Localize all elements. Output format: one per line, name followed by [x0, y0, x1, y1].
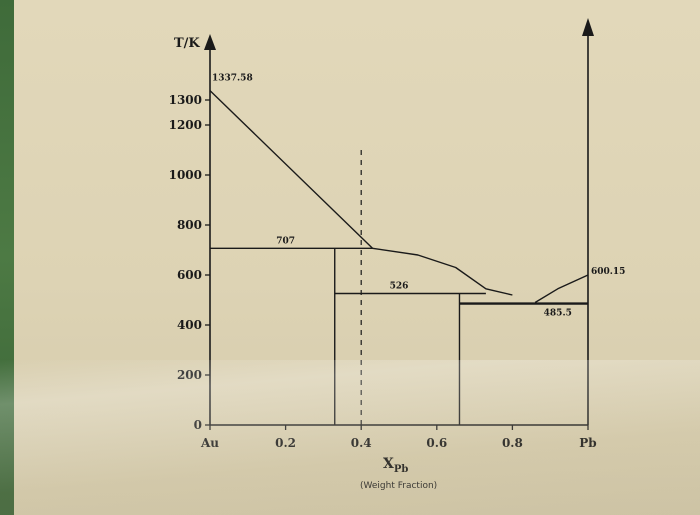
green-surface-edge: [0, 0, 14, 515]
temperature-annotations: 1337.58 707 526 485.5 600.15: [212, 74, 625, 319]
y-tick-label: 600: [177, 268, 202, 282]
y-tick-label: 800: [177, 218, 202, 232]
x-axis-note: (Weight Fraction): [360, 481, 437, 491]
temperature-annotation: 600.15: [591, 267, 625, 277]
x-axis-label-subscript: Pb: [394, 464, 409, 475]
x-tick-label: 0.4: [351, 436, 372, 450]
x-tick-label: 0.2: [275, 436, 296, 450]
y-tick-label: 1200: [169, 118, 202, 132]
x-axis-label-main: X: [383, 456, 394, 472]
y-tick-label: 1300: [169, 93, 202, 107]
temperature-annotation: 707: [276, 236, 295, 246]
x-tick-label: 0.6: [426, 436, 447, 450]
axes: [204, 18, 594, 426]
boundary-line: [209, 90, 373, 249]
y-tick-label: 200: [177, 368, 202, 382]
x-tick-label: 0.8: [502, 436, 523, 450]
temperature-annotation: 526: [390, 282, 409, 292]
phase-boundaries: [209, 90, 589, 425]
y-tick-label: 0: [194, 418, 202, 432]
x-tick-label: Pb: [579, 436, 596, 450]
y-tick-label: 1000: [169, 168, 202, 182]
right-axis-arrow: [582, 18, 594, 36]
temperature-annotation: 485.5: [544, 309, 572, 319]
temperature-annotation: 1337.58: [212, 74, 253, 84]
y-axis-arrow: [204, 34, 216, 50]
x-tick-label: Au: [200, 436, 219, 450]
y-tick-label: 400: [177, 318, 202, 332]
x-axis-label: XPb: [383, 456, 408, 475]
boundary-line: [534, 274, 589, 304]
boundary-line: [372, 247, 513, 296]
y-axis-label: T/K: [174, 36, 200, 51]
tick-labels: 0 200 400 600 800 1000 1200 1300 Au 0.2 0.4 0.6 0.8 P…: [169, 93, 597, 450]
